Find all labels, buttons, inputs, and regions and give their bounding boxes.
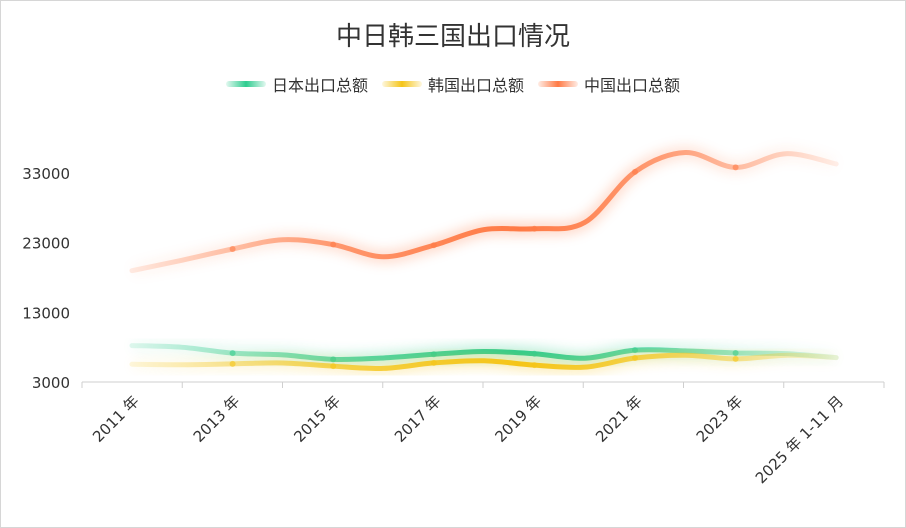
legend-label-japan: 日本出口总额	[271, 76, 368, 95]
series-layer	[129, 146, 839, 375]
x-tick-label: 2011 年	[89, 392, 143, 446]
data-point-japan[interactable]	[632, 347, 638, 354]
x-tick-label: 2021 年	[592, 392, 646, 446]
data-point-china[interactable]	[330, 241, 337, 248]
x-tick-label: 2013 年	[190, 392, 244, 446]
data-point-china[interactable]	[430, 242, 437, 249]
y-tick-label: 3000	[32, 374, 70, 392]
x-tick-label: 2025 年 1-11 月	[752, 392, 847, 487]
legend-label-china: 中国出口总额	[584, 76, 681, 95]
x-tick-label: 2023 年	[693, 392, 747, 446]
data-point-korea[interactable]	[531, 362, 538, 369]
legend-label-korea: 韩国出口总额	[427, 76, 524, 95]
legend-item-china[interactable]: 中国出口总额	[538, 72, 680, 96]
label-layer: 3000 13000 23000 33000 2011 年 2013 年 2015 年 201…	[22, 165, 847, 487]
legend-item-korea[interactable]: 韩国出口总额	[381, 72, 524, 96]
data-point-china[interactable]	[632, 168, 638, 175]
x-tick-label: 2017 年	[391, 392, 445, 446]
data-point-korea[interactable]	[330, 363, 337, 370]
data-point-korea[interactable]	[229, 360, 236, 367]
legend-swatch-china	[538, 81, 578, 87]
data-point-korea[interactable]	[732, 355, 739, 362]
chart-title: 中日韩三国出口情况	[335, 22, 570, 52]
x-tick-label: 2015 年	[290, 392, 344, 446]
y-tick-label: 33000	[22, 165, 70, 183]
data-point-china[interactable]	[229, 246, 236, 253]
legend-swatch-korea	[381, 81, 422, 87]
axis-layer	[81, 381, 885, 388]
data-point-china[interactable]	[531, 225, 538, 232]
data-point-japan[interactable]	[430, 351, 437, 358]
legend-item-japan[interactable]: 日本出口总额	[225, 72, 368, 96]
legend-swatch-japan	[225, 81, 266, 87]
data-point-korea[interactable]	[430, 359, 437, 366]
data-point-korea[interactable]	[632, 355, 638, 362]
data-point-japan[interactable]	[531, 350, 538, 357]
series-glow-china	[130, 146, 838, 277]
x-tick-label: 2019 年	[492, 392, 546, 446]
y-tick-label: 23000	[22, 235, 70, 253]
data-point-china[interactable]	[732, 164, 739, 171]
y-tick-label: 13000	[22, 304, 70, 322]
series-line-korea[interactable]	[129, 352, 839, 372]
series-line-china[interactable]	[129, 150, 839, 274]
data-point-japan[interactable]	[229, 350, 236, 357]
legend: 日本出口总额 韩国出口总额 中国出口总额	[0, 72, 906, 96]
